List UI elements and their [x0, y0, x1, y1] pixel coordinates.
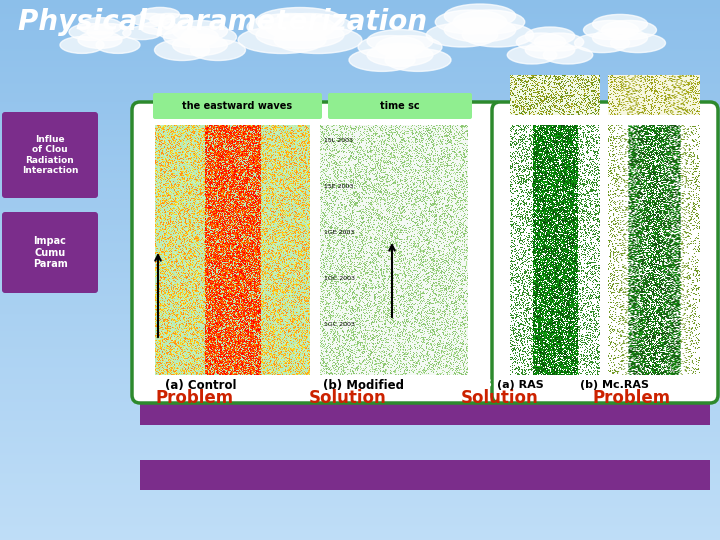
Text: Simplified Arakawa-Schubert cumulus convection scheme: Simplified Arakawa-Schubert cumulus conv…: [194, 376, 647, 390]
Ellipse shape: [173, 21, 228, 42]
Ellipse shape: [140, 8, 179, 21]
Ellipse shape: [611, 33, 665, 52]
Ellipse shape: [349, 49, 415, 71]
Ellipse shape: [534, 33, 584, 51]
Ellipse shape: [256, 8, 344, 35]
Ellipse shape: [462, 23, 534, 47]
Ellipse shape: [132, 14, 170, 26]
Text: 1GC 2003: 1GC 2003: [324, 321, 355, 327]
Text: Influe
of Clou
Radiation
Interaction: Influe of Clou Radiation Interaction: [22, 135, 78, 175]
Ellipse shape: [444, 4, 516, 28]
Ellipse shape: [140, 22, 179, 35]
Text: (a) Control: (a) Control: [165, 379, 236, 392]
Ellipse shape: [367, 30, 433, 52]
Ellipse shape: [122, 26, 161, 39]
Ellipse shape: [181, 26, 236, 48]
Ellipse shape: [516, 33, 566, 51]
Ellipse shape: [247, 14, 335, 40]
Ellipse shape: [426, 23, 498, 47]
Ellipse shape: [385, 49, 451, 71]
Ellipse shape: [436, 10, 507, 34]
Ellipse shape: [358, 36, 424, 58]
Ellipse shape: [150, 14, 188, 26]
Ellipse shape: [155, 39, 210, 60]
FancyBboxPatch shape: [328, 93, 472, 119]
Text: Solution: Solution: [309, 389, 387, 407]
Text: Solution: Solution: [461, 389, 539, 407]
Text: 15L 2003: 15L 2003: [324, 138, 353, 143]
Ellipse shape: [526, 27, 575, 45]
Text: (b) Modified: (b) Modified: [323, 379, 404, 392]
Text: 1GE 2003: 1GE 2003: [324, 230, 354, 234]
Text: Physical parameterization: Physical parameterization: [18, 8, 427, 36]
Ellipse shape: [78, 32, 122, 49]
Ellipse shape: [593, 15, 647, 33]
FancyBboxPatch shape: [153, 93, 322, 119]
FancyBboxPatch shape: [492, 102, 718, 403]
Ellipse shape: [367, 44, 433, 66]
Ellipse shape: [256, 22, 344, 49]
Ellipse shape: [575, 33, 629, 52]
Ellipse shape: [544, 46, 593, 64]
Ellipse shape: [238, 26, 326, 53]
Ellipse shape: [508, 46, 557, 64]
Ellipse shape: [173, 35, 228, 56]
Text: 15E 2003: 15E 2003: [324, 184, 354, 188]
Ellipse shape: [583, 21, 639, 39]
FancyBboxPatch shape: [132, 102, 503, 403]
Ellipse shape: [158, 26, 197, 39]
Ellipse shape: [454, 10, 525, 34]
Ellipse shape: [78, 18, 122, 35]
Ellipse shape: [274, 26, 362, 53]
FancyBboxPatch shape: [2, 112, 98, 198]
Text: Problem: Problem: [593, 389, 671, 407]
Text: (a) RAS: (a) RAS: [497, 380, 544, 390]
Ellipse shape: [87, 24, 131, 40]
Text: Problem: Problem: [156, 389, 234, 407]
Ellipse shape: [601, 21, 657, 39]
Ellipse shape: [69, 24, 113, 40]
Ellipse shape: [60, 37, 104, 53]
Bar: [140, 375, 710, 425]
Ellipse shape: [96, 37, 140, 53]
Text: Impac
Cumu
Param: Impac Cumu Param: [32, 236, 68, 269]
Text: 1OC 2003: 1OC 2003: [324, 275, 355, 280]
FancyBboxPatch shape: [2, 212, 98, 293]
Ellipse shape: [444, 18, 516, 42]
Text: time sc: time sc: [380, 101, 420, 111]
Text: (b) Mc.RAS: (b) Mc.RAS: [580, 380, 649, 390]
Ellipse shape: [163, 26, 218, 48]
Bar: [140, 460, 710, 490]
Ellipse shape: [526, 41, 575, 59]
Ellipse shape: [265, 14, 353, 40]
Ellipse shape: [191, 39, 246, 60]
Ellipse shape: [376, 36, 442, 58]
Ellipse shape: [593, 29, 647, 48]
Text: the eastward waves: the eastward waves: [182, 101, 292, 111]
